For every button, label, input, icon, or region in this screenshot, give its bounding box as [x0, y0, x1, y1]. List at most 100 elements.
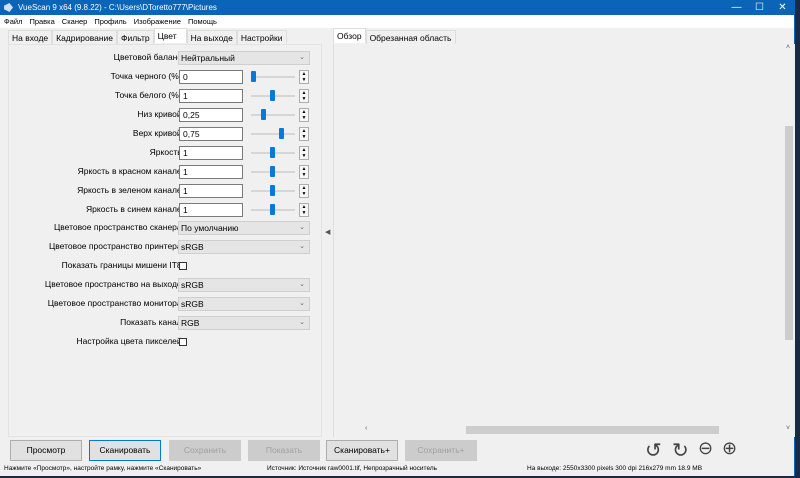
- title-bar: VueScan 9 x64 (9.8.22) - C:\Users\DToret…: [0, 0, 794, 15]
- color-balance-label: Цветовой баланс:: [113, 52, 184, 62]
- menu-help[interactable]: Помощь: [187, 17, 217, 26]
- vertical-scrollbar-thumb[interactable]: [785, 126, 793, 340]
- chevron-down-icon: ⌄: [299, 224, 305, 231]
- tab-cropped-area[interactable]: Обрезанная область: [365, 30, 456, 44]
- slider-thumb[interactable]: [270, 90, 276, 101]
- slider-thumb[interactable]: [270, 185, 276, 196]
- output-space-label: Цветовое пространство на выходе:: [44, 279, 184, 289]
- vertical-scrollbar[interactable]: ˄ ˅: [785, 44, 793, 432]
- slider-thumb[interactable]: [270, 147, 276, 158]
- slider-thumb[interactable]: [279, 128, 284, 139]
- slider-track[interactable]: [251, 128, 295, 139]
- spin-buttons[interactable]: ▲ ▼: [299, 203, 309, 217]
- tab-preview[interactable]: Обзор: [333, 28, 366, 43]
- slider-row: Яркость в синем канале: 1 ▲ ▼: [9, 203, 321, 217]
- button-0[interactable]: Просмотр: [10, 440, 82, 461]
- chevron-down-icon: ⌄: [299, 243, 305, 250]
- app-icon: [4, 3, 13, 12]
- panel-splitter-arrow-icon[interactable]: ◀: [325, 229, 331, 236]
- spin-buttons[interactable]: ▲ ▼: [299, 89, 309, 103]
- button-1[interactable]: Сканировать: [89, 440, 161, 461]
- it8-label: Показать границы мишени IT8:: [61, 260, 184, 270]
- spin-up-icon: ▲: [301, 90, 307, 96]
- slider-track[interactable]: [251, 147, 295, 158]
- maximize-button[interactable]: ☐: [755, 2, 764, 13]
- slider-value-input[interactable]: 0,75: [179, 127, 243, 141]
- spin-buttons[interactable]: ▲ ▼: [299, 184, 309, 198]
- slider-row: Верх кривой: 0,75 ▲ ▼: [9, 127, 321, 141]
- button-3[interactable]: Показать: [248, 440, 320, 461]
- slider-track[interactable]: [251, 185, 295, 196]
- output-space-select[interactable]: sRGB ⌄: [178, 278, 310, 292]
- printer-space-select[interactable]: sRGB ⌄: [178, 240, 310, 254]
- slider-track[interactable]: [251, 109, 295, 120]
- slider-thumb[interactable]: [270, 204, 276, 215]
- menu-profile[interactable]: Профиль: [94, 17, 127, 26]
- slider-row: Яркость в зеленом канале: 1 ▲ ▼: [9, 184, 321, 198]
- button-5[interactable]: Сохранить+: [405, 440, 477, 461]
- spin-buttons[interactable]: ▲ ▼: [299, 70, 309, 84]
- spin-buttons[interactable]: ▲ ▼: [299, 127, 309, 141]
- slider-thumb[interactable]: [260, 109, 266, 120]
- scanner-space-select[interactable]: По умолчанию ⌄: [178, 221, 310, 235]
- slider-value-input[interactable]: 1: [179, 184, 243, 198]
- slider-value-input[interactable]: 1: [179, 89, 243, 103]
- slider-value-input[interactable]: 1: [179, 146, 243, 160]
- tab-color[interactable]: Цвет: [153, 28, 187, 43]
- preview-area[interactable]: ˄ ˅ ‹ ›: [333, 44, 795, 437]
- tab-settings[interactable]: Настройки: [236, 30, 287, 44]
- slider-value-input[interactable]: 0: [179, 70, 243, 84]
- color-balance-select[interactable]: Нейтральный ⌄: [178, 51, 310, 65]
- pixel-color-label: Настройка цвета пикселей:: [76, 336, 184, 346]
- slider-row: Точка черного (%): 0 ▲ ▼: [9, 70, 321, 84]
- horizontal-scrollbar-thumb[interactable]: [466, 426, 719, 434]
- button-4[interactable]: Сканировать+: [326, 440, 398, 461]
- slider-track[interactable]: [251, 71, 295, 82]
- slider-value-input[interactable]: 1: [179, 165, 243, 179]
- spin-down-icon: ▼: [301, 210, 307, 216]
- zoom-out-icon[interactable]: ⊖: [698, 438, 714, 458]
- zoom-in-icon[interactable]: ⊕: [722, 438, 738, 458]
- slider-thumb[interactable]: [270, 166, 276, 177]
- tab-filter[interactable]: Фильтр: [117, 30, 154, 44]
- printer-space-row: Цветовое пространство принтера: sRGB ⌄: [9, 240, 321, 254]
- it8-row: Показать границы мишени IT8:: [9, 259, 321, 273]
- printer-space-label: Цветовое пространство принтера:: [48, 241, 184, 251]
- spin-buttons[interactable]: ▲ ▼: [299, 165, 309, 179]
- slider-track[interactable]: [251, 90, 295, 101]
- spin-down-icon: ▼: [301, 153, 307, 159]
- channel-select[interactable]: RGB ⌄: [178, 316, 310, 330]
- channel-row: Показать канал: RGB ⌄: [9, 316, 321, 330]
- tab-input[interactable]: На входе: [8, 30, 53, 44]
- menu-image[interactable]: Изображение: [133, 17, 181, 26]
- rotate-left-icon[interactable]: ↺: [645, 440, 662, 462]
- slider-track[interactable]: [251, 166, 295, 177]
- tab-crop[interactable]: Кадрирование: [52, 30, 118, 44]
- tab-output[interactable]: На выходе: [186, 30, 237, 44]
- slider-value-input[interactable]: 1: [179, 203, 243, 217]
- spin-up-icon: ▲: [301, 71, 307, 77]
- slider-value-input[interactable]: 0,25: [179, 108, 243, 122]
- close-button[interactable]: ✕: [778, 2, 787, 13]
- color-balance-row: Цветовой баланс: Нейтральный ⌄: [9, 51, 321, 65]
- spin-buttons[interactable]: ▲ ▼: [299, 108, 309, 122]
- spin-buttons[interactable]: ▲ ▼: [299, 146, 309, 160]
- menu-edit[interactable]: Правка: [29, 17, 55, 26]
- window-title: VueScan 9 x64 (9.8.22) - C:\Users\DToret…: [18, 3, 217, 12]
- monitor-space-select[interactable]: sRGB ⌄: [178, 297, 310, 311]
- pixel-color-checkbox[interactable]: [179, 338, 187, 346]
- slider-label: Яркость в красном канале:: [77, 166, 184, 176]
- slider-track[interactable]: [251, 204, 295, 215]
- spin-up-icon: ▲: [301, 147, 307, 153]
- status-source: Источник: Источник raw0001.tif, Непрозра…: [267, 465, 438, 472]
- it8-checkbox[interactable]: [179, 262, 187, 270]
- horizontal-scrollbar[interactable]: ‹ ›: [365, 425, 800, 434]
- button-2[interactable]: Сохранить: [169, 440, 241, 461]
- menu-file[interactable]: Файл: [4, 17, 23, 26]
- slider-thumb[interactable]: [251, 71, 256, 82]
- spin-down-icon: ▼: [301, 77, 307, 83]
- minimize-button[interactable]: —: [731, 2, 742, 13]
- menu-scanner[interactable]: Сканер: [61, 17, 88, 26]
- rotate-right-icon[interactable]: ↻: [672, 440, 689, 462]
